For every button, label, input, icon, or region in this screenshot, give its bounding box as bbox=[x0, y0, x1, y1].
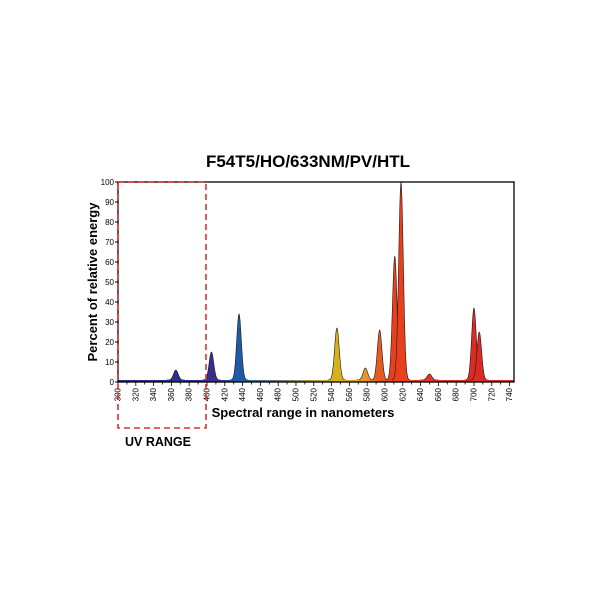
y-tick-label: 0 bbox=[110, 378, 115, 387]
y-axis-label: Percent of relative energy bbox=[85, 202, 100, 362]
y-tick-label: 20 bbox=[105, 338, 114, 347]
x-tick-label: 440 bbox=[238, 387, 247, 401]
x-tick-label: 600 bbox=[380, 387, 389, 401]
x-tick-label: 500 bbox=[291, 387, 300, 401]
x-tick-label: 380 bbox=[185, 387, 194, 401]
x-tick-label: 620 bbox=[398, 387, 407, 401]
spectral-peak-405nm bbox=[201, 351, 222, 383]
plot-frame bbox=[117, 181, 515, 383]
uv-range-box bbox=[117, 181, 207, 429]
y-tick-label: 70 bbox=[105, 238, 114, 247]
x-tick-label: 340 bbox=[149, 387, 158, 401]
x-tick-label: 540 bbox=[327, 387, 336, 401]
spectral-peak-706nm bbox=[469, 331, 489, 383]
y-tick-label: 100 bbox=[101, 178, 115, 187]
x-tick-label: 320 bbox=[131, 387, 140, 401]
y-tick-label: 90 bbox=[105, 198, 114, 207]
y-tick-label: 10 bbox=[105, 358, 114, 367]
uv-range-label: UV RANGE bbox=[125, 435, 191, 449]
x-tick-label: 700 bbox=[469, 387, 478, 401]
y-tick-label: 30 bbox=[105, 318, 114, 327]
x-axis: 300 320 340 360 380 400 420 440 460 480 500 520 540 5… bbox=[114, 382, 514, 401]
x-tick-label: 560 bbox=[345, 387, 354, 401]
y-tick-label: 50 bbox=[105, 278, 114, 287]
x-tick-label: 420 bbox=[220, 387, 229, 401]
x-tick-label: 680 bbox=[452, 387, 461, 401]
x-tick-label: 740 bbox=[505, 387, 514, 401]
spectral-peak-546nm bbox=[327, 327, 347, 383]
x-tick-label: 640 bbox=[416, 387, 425, 401]
x-tick-label: 400 bbox=[202, 387, 211, 401]
x-tick-label: 720 bbox=[487, 387, 496, 401]
spectral-peak-594nm bbox=[370, 329, 390, 383]
spectrum-baseline bbox=[118, 380, 514, 382]
spectral-peak-436nm bbox=[229, 313, 249, 383]
spectrum-area bbox=[118, 182, 514, 383]
x-tick-label: 580 bbox=[363, 387, 372, 401]
x-tick-label: 660 bbox=[434, 387, 443, 401]
x-tick-label: 520 bbox=[309, 387, 318, 401]
y-tick-label: 80 bbox=[105, 218, 114, 227]
y-tick-label: 40 bbox=[105, 298, 114, 307]
x-tick-label: 480 bbox=[274, 387, 283, 401]
x-axis-label: Spectral range in nanometers bbox=[212, 405, 395, 420]
x-tick-label: 460 bbox=[256, 387, 265, 401]
spectral-peak-365nm bbox=[166, 369, 186, 383]
chart-title: F54T5/HO/633NM/PV/HTL bbox=[206, 152, 410, 171]
y-axis: 0 10 20 30 40 50 60 70 80 90 100 bbox=[101, 178, 118, 387]
y-tick-label: 60 bbox=[105, 258, 114, 267]
x-tick-label: 360 bbox=[167, 387, 176, 401]
